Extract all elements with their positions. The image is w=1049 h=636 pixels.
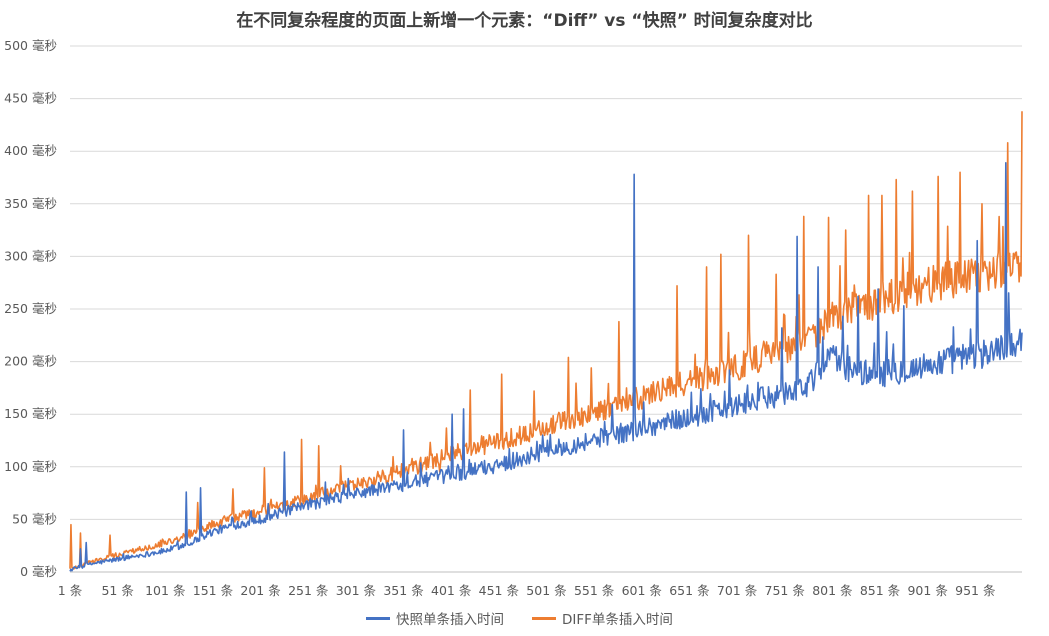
y-tick-label: 500 毫秒	[4, 38, 57, 53]
x-tick-label: 501 条	[526, 583, 567, 598]
x-tick-label: 101 条	[145, 583, 186, 598]
x-tick-label: 51 条	[101, 583, 134, 598]
x-tick-label: 951 条	[955, 583, 996, 598]
legend-label-snapshot: 快照单条插入时间	[396, 612, 504, 628]
x-tick-label: 901 条	[907, 583, 948, 598]
y-tick-label: 100 毫秒	[4, 459, 57, 474]
legend: 快照单条插入时间 DIFF单条插入时间	[0, 608, 1049, 628]
gridlines	[70, 45, 1022, 573]
y-tick-label: 300 毫秒	[4, 248, 57, 263]
x-tick-label: 801 条	[812, 583, 853, 598]
legend-item-diff: DIFF单条插入时间	[532, 608, 673, 628]
x-axis-ticks: 1 条 51 条 101 条 151 条 201 条 251 条 301 条 351 条 401…	[58, 583, 996, 598]
y-tick-label: 150 毫秒	[4, 406, 57, 421]
series-line-snapshot	[69, 161, 1023, 572]
legend-item-snapshot: 快照单条插入时间	[366, 608, 504, 628]
y-tick-label: 350 毫秒	[4, 196, 57, 211]
x-tick-label: 451 条	[479, 583, 520, 598]
x-tick-label: 751 条	[765, 583, 806, 598]
series-line-diff	[69, 111, 1023, 570]
x-tick-label: 251 条	[288, 583, 329, 598]
x-tick-label: 151 条	[193, 583, 234, 598]
y-tick-label: 400 毫秒	[4, 143, 57, 158]
x-tick-label: 551 条	[574, 583, 615, 598]
y-tick-label: 0 毫秒	[20, 564, 57, 579]
x-tick-label: 1 条	[58, 583, 83, 598]
y-axis-ticks: 0 毫秒 50 毫秒 100 毫秒 150 毫秒 200 毫秒 250 毫秒 300 毫秒 3…	[4, 38, 57, 579]
x-tick-label: 301 条	[336, 583, 377, 598]
x-tick-label: 851 条	[860, 583, 901, 598]
legend-swatch-orange	[532, 616, 556, 620]
legend-label-diff: DIFF单条插入时间	[562, 612, 673, 628]
x-tick-label: 351 条	[383, 583, 424, 598]
x-tick-label: 201 条	[240, 583, 281, 598]
chart-title: 在不同复杂程度的页面上新增一个元素：“Diff” vs “快照” 时间复杂度对比	[236, 11, 813, 31]
x-tick-label: 651 条	[669, 583, 710, 598]
y-tick-label: 50 毫秒	[12, 511, 57, 526]
x-tick-label: 601 条	[622, 583, 663, 598]
x-tick-label: 401 条	[431, 583, 472, 598]
y-tick-label: 250 毫秒	[4, 301, 57, 316]
legend-swatch-blue	[366, 616, 390, 620]
y-tick-label: 450 毫秒	[4, 91, 57, 106]
x-tick-label: 701 条	[717, 583, 758, 598]
series-layer	[69, 111, 1023, 572]
y-tick-label: 200 毫秒	[4, 354, 57, 369]
